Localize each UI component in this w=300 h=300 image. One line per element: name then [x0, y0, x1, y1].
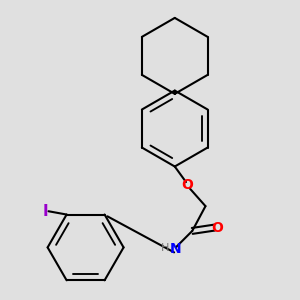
Text: I: I — [42, 204, 48, 219]
Text: O: O — [211, 220, 223, 235]
Text: N: N — [169, 242, 181, 256]
Text: H: H — [161, 243, 170, 253]
Text: O: O — [182, 178, 193, 192]
